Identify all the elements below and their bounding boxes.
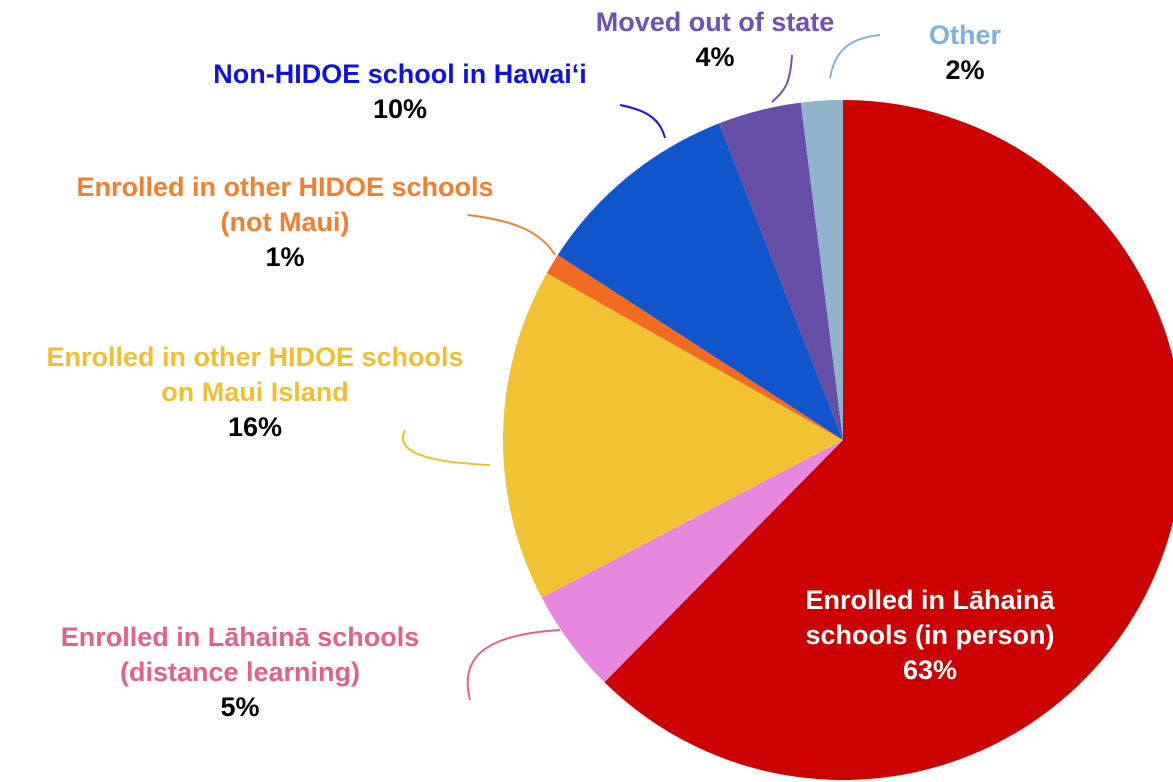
slice-value: 2% <box>945 55 985 85</box>
leader-lines <box>402 34 881 701</box>
slice-name: Moved out of state <box>595 7 835 37</box>
leader-line <box>619 104 666 139</box>
pie-slice <box>800 100 843 440</box>
pie-slice <box>604 100 1173 780</box>
slice-name: Non-HIDOE school in Hawai‘i <box>213 59 587 89</box>
leader-line <box>466 629 561 701</box>
slice-name: Enrolled in Lāhainā schools (in person) <box>805 585 1055 650</box>
slice-label: Non-HIDOE school in Hawai‘i 10% <box>150 57 650 127</box>
slice-label: Other 2% <box>885 18 1045 88</box>
slice-name: Enrolled in other HIDOE schools (not Mau… <box>76 172 494 237</box>
slice-label: Moved out of state 4% <box>555 5 875 75</box>
pie-slice <box>541 440 843 683</box>
pie-slice <box>546 254 843 440</box>
slice-label: Enrolled in other HIDOE schools (not Mau… <box>75 170 495 275</box>
pie-slice <box>719 102 843 441</box>
slice-label: Enrolled in Lāhainā schools (distance le… <box>0 620 480 725</box>
slice-value: 63% <box>902 655 958 685</box>
slices <box>502 100 1173 780</box>
slice-name: Enrolled in other HIDOE schools on Maui … <box>46 342 464 407</box>
slice-value: 16% <box>227 412 283 442</box>
pie-slice <box>502 273 843 598</box>
pie-slice <box>557 123 843 441</box>
leader-line <box>829 34 881 79</box>
leader-line <box>402 429 491 466</box>
leader-line <box>467 214 556 256</box>
slice-name: Enrolled in Lāhainā schools (distance le… <box>60 622 420 687</box>
slice-label: Enrolled in other HIDOE schools on Maui … <box>35 340 475 445</box>
slice-label: Enrolled in Lāhainā schools (in person) 6… <box>760 583 1100 688</box>
slice-value: 1% <box>265 242 305 272</box>
slice-value: 5% <box>220 692 260 722</box>
leader-line <box>771 54 793 103</box>
slice-name: Other <box>928 20 1001 50</box>
slice-value: 10% <box>372 94 428 124</box>
slice-value: 4% <box>695 42 735 72</box>
